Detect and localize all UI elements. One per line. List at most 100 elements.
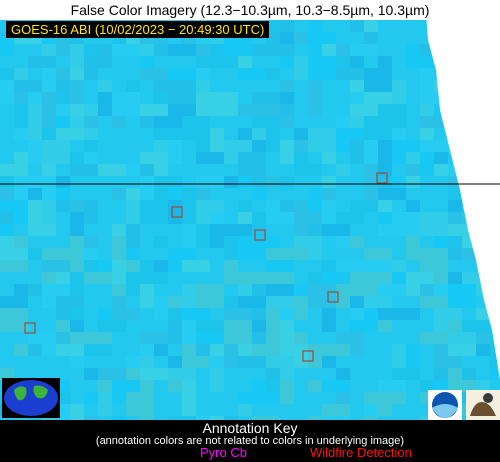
imagery-tile bbox=[84, 368, 98, 380]
imagery-tile bbox=[238, 200, 252, 212]
imagery-tile bbox=[420, 296, 434, 308]
imagery-tile bbox=[0, 368, 14, 380]
imagery-tile bbox=[126, 224, 140, 248]
imagery-tile bbox=[280, 320, 294, 344]
imagery-tile bbox=[154, 140, 168, 152]
imagery-tile bbox=[70, 80, 84, 92]
imagery-tile bbox=[294, 32, 308, 44]
imagery-tile bbox=[112, 284, 126, 296]
imagery-tile bbox=[392, 176, 406, 188]
imagery-tile bbox=[350, 236, 364, 248]
cimss-logo bbox=[466, 390, 500, 420]
imagery-tile bbox=[196, 284, 224, 308]
imagery-tile bbox=[294, 200, 308, 224]
imagery-tile bbox=[84, 104, 98, 116]
imagery-tile bbox=[182, 260, 210, 272]
imagery-tile bbox=[70, 200, 84, 212]
imagery-tile bbox=[126, 188, 140, 200]
imagery-tile bbox=[224, 236, 238, 260]
imagery-tile bbox=[294, 56, 308, 80]
imagery-tile bbox=[42, 200, 56, 224]
imagery-tile bbox=[98, 44, 112, 68]
imagery-tile bbox=[70, 356, 84, 368]
title: False Color Imagery (12.3−10.3µm, 10.3−8… bbox=[70, 2, 430, 18]
imagery-tile bbox=[364, 248, 392, 260]
imagery-tile bbox=[196, 68, 210, 80]
imagery-tile bbox=[14, 152, 28, 164]
title-strip bbox=[0, 0, 500, 20]
imagery-tile bbox=[266, 380, 280, 392]
imagery-tile bbox=[364, 260, 392, 272]
imagery-tile bbox=[0, 224, 14, 236]
imagery-tile bbox=[112, 44, 140, 56]
imagery-tile bbox=[98, 368, 126, 380]
imagery-tile bbox=[322, 356, 336, 368]
imagery-tile bbox=[168, 140, 182, 164]
imagery-tile bbox=[350, 44, 378, 56]
legend-fire: Wildfire Detection bbox=[310, 445, 412, 460]
imagery-tile bbox=[56, 176, 70, 188]
imagery-tile bbox=[490, 344, 500, 368]
imagery-tile bbox=[112, 104, 140, 116]
imagery-tile bbox=[308, 128, 336, 152]
imagery-tile bbox=[308, 68, 322, 80]
imagery-tile bbox=[70, 332, 84, 344]
imagery-tile bbox=[266, 332, 280, 344]
imagery-tile bbox=[392, 272, 406, 284]
imagery-tile bbox=[42, 68, 56, 80]
globe-logo bbox=[2, 378, 60, 418]
imagery-tile bbox=[210, 224, 224, 248]
imagery-tile bbox=[28, 344, 42, 356]
imagery-tile bbox=[280, 56, 294, 68]
imagery-tile bbox=[154, 260, 168, 272]
imagery-tile bbox=[126, 392, 154, 416]
imagery-tile bbox=[14, 284, 28, 308]
imagery-tile bbox=[84, 152, 98, 164]
imagery-tile bbox=[168, 44, 196, 56]
imagery-tile bbox=[84, 200, 98, 224]
imagery-tile bbox=[448, 344, 476, 356]
imagery-tile bbox=[308, 92, 322, 116]
noaa-logo bbox=[428, 390, 462, 420]
imagery-tile bbox=[14, 236, 28, 248]
imagery-tile bbox=[84, 392, 98, 404]
imagery-tile bbox=[392, 224, 406, 236]
imagery-tile bbox=[238, 392, 252, 404]
imagery-tile bbox=[238, 152, 266, 176]
imagery-tile bbox=[126, 368, 140, 380]
detection-box bbox=[302, 350, 314, 362]
imagery-tile bbox=[224, 344, 238, 368]
imagery-tile bbox=[406, 176, 420, 188]
imagery-tile bbox=[126, 80, 140, 92]
imagery-tile bbox=[378, 200, 392, 212]
imagery-tile bbox=[210, 92, 238, 116]
imagery-tile bbox=[406, 344, 420, 368]
imagery-tile bbox=[322, 344, 350, 356]
imagery-tile bbox=[210, 212, 224, 224]
detection-box bbox=[376, 172, 388, 184]
imagery-tile bbox=[238, 284, 252, 296]
imagery-tile bbox=[406, 152, 420, 164]
no-data-region bbox=[425, 0, 500, 380]
imagery-tile bbox=[168, 68, 196, 80]
imagery-tile bbox=[0, 32, 14, 56]
imagery-tile bbox=[420, 224, 448, 236]
imagery-tile bbox=[378, 284, 406, 296]
imagery-tile bbox=[350, 200, 378, 212]
imagery-tile bbox=[350, 332, 364, 344]
imagery-tile bbox=[420, 212, 448, 224]
imagery-tile bbox=[280, 104, 294, 116]
imagery-tile bbox=[84, 56, 98, 80]
imagery-tile bbox=[98, 392, 112, 416]
detections bbox=[24, 172, 388, 362]
imagery-tile bbox=[140, 416, 154, 420]
imagery-tile bbox=[420, 128, 434, 140]
imagery-tile bbox=[322, 380, 350, 392]
imagery-tile bbox=[140, 116, 154, 128]
imagery-tile bbox=[196, 140, 210, 152]
detection-box bbox=[254, 229, 266, 241]
imagery-tile bbox=[196, 152, 224, 164]
imagery-tile bbox=[364, 116, 392, 140]
annotation-key: Annotation Key (annotation colors are no… bbox=[0, 420, 500, 462]
